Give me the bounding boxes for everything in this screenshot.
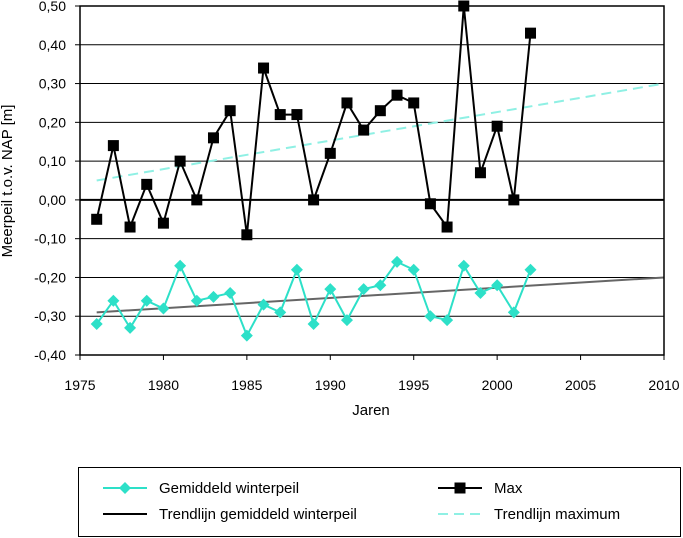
x-tick-label: 1990 [315,377,346,393]
data-point-diamond [274,306,287,319]
legend-label: Max [494,479,523,497]
data-point-diamond [240,329,253,342]
data-point-square [258,62,270,74]
y-tick-label: -0,40 [34,347,66,363]
data-point-diamond [474,286,487,299]
data-point-diamond [157,302,170,315]
data-point-diamond [190,294,203,307]
data-point-square [374,105,386,117]
y-tick-label: -0,10 [34,231,66,247]
legend-swatch-solid-line [103,513,147,515]
legend-label: Gemiddeld winterpeil [159,479,300,497]
data-point-square [391,89,403,101]
y-tick-label: 0,30 [39,76,66,92]
data-point-diamond [207,290,220,303]
data-point-diamond [324,283,337,296]
data-point-square [207,132,219,144]
data-point-square [124,221,136,233]
y-axis-label: Meerpeil t.o.v. NAP [m] [0,105,16,258]
series-max [91,0,537,241]
x-axis-label: Jaren [352,402,390,419]
y-tick-label: 0,20 [39,114,66,130]
chart: -0,40 -0,30 -0,20 -0,10 0,00 0,10 0,20 0,30 0,40… [0,0,680,419]
legend-swatch-square-line [438,482,482,494]
legend-item-max: Max [436,478,522,498]
legend-swatch-diamond-line [103,482,147,494]
legend-item-trendlijn-maximum: Trendlijn maximum [436,504,620,524]
data-point-diamond [491,279,504,292]
data-point-diamond [357,283,370,296]
y-tick-label: 0,00 [39,192,66,208]
data-point-diamond [374,279,387,292]
plot-border [79,5,665,356]
legend: Gemiddeld winterpeil Max Trendlijn gemid… [78,467,681,537]
data-point-square [491,120,503,132]
data-point-diamond [441,314,454,327]
x-tick-label: 1995 [398,377,429,393]
data-point-square [241,229,253,241]
legend-marker-diamond [119,482,131,494]
x-tick-label: 1975 [64,377,95,393]
data-point-square [308,194,320,206]
data-point-square [191,194,203,206]
plot-frame [79,5,665,356]
data-point-square [141,178,153,190]
data-point-square [174,155,186,167]
x-axis-ticks: 1975 1980 1985 1990 1995 2000 2005 2010 [64,355,680,393]
legend-item-trendlijn-gemiddeld: Trendlijn gemiddeld winterpeil [101,504,357,524]
data-point-diamond [224,286,237,299]
x-tick-label: 2005 [565,377,596,393]
data-point-diamond [507,306,520,319]
data-point-square [358,124,370,136]
x-tick-label: 1980 [148,377,179,393]
data-point-diamond [307,317,320,330]
y-tick-label: -0,20 [34,269,66,285]
data-point-diamond [407,263,420,276]
data-point-diamond [524,263,537,276]
data-point-diamond [424,310,437,323]
series-gemiddeld-winterpeil [90,255,537,342]
legend-marker-square [454,482,466,494]
data-point-diamond [140,294,153,307]
data-point-diamond [90,317,103,330]
x-tick-label: 2000 [482,377,513,393]
series-layer [90,0,537,342]
data-point-diamond [174,259,187,272]
data-point-square [424,198,436,210]
data-point-square [157,217,169,229]
y-tick-label: -0,30 [34,308,66,324]
legend-item-gemiddeld-winterpeil: Gemiddeld winterpeil [101,478,299,498]
data-point-diamond [290,263,303,276]
y-tick-label: 0,50 [39,0,66,14]
data-point-square [408,97,420,109]
y-tick-label: 0,40 [39,37,66,53]
legend-label: Trendlijn gemiddeld winterpeil [159,505,357,523]
data-point-square [474,167,486,179]
data-point-square [525,27,537,39]
y-axis-ticks: -0,40 -0,30 -0,20 -0,10 0,00 0,10 0,20 0,30 0,40… [34,0,80,363]
data-point-square [91,213,103,225]
data-point-square [274,109,286,121]
data-point-square [224,105,236,117]
data-point-square [291,109,303,121]
data-point-diamond [340,314,353,327]
data-point-square [324,147,336,159]
data-point-diamond [457,259,470,272]
trendlines [96,82,665,314]
data-point-square [441,221,453,233]
legend-swatch-dashed-line [438,513,482,515]
data-point-square [508,194,520,206]
y-tick-label: 0,10 [39,153,66,169]
grid [80,5,664,356]
data-point-square [341,97,353,109]
trendline-gemiddeld-winterpeil [96,276,665,314]
data-point-diamond [391,255,404,268]
data-point-diamond [257,298,270,311]
x-tick-label: 2010 [648,377,679,393]
legend-label: Trendlijn maximum [494,505,621,523]
x-tick-label: 1985 [231,377,262,393]
data-point-square [107,140,119,152]
data-point-diamond [124,321,137,334]
data-point-diamond [107,294,120,307]
